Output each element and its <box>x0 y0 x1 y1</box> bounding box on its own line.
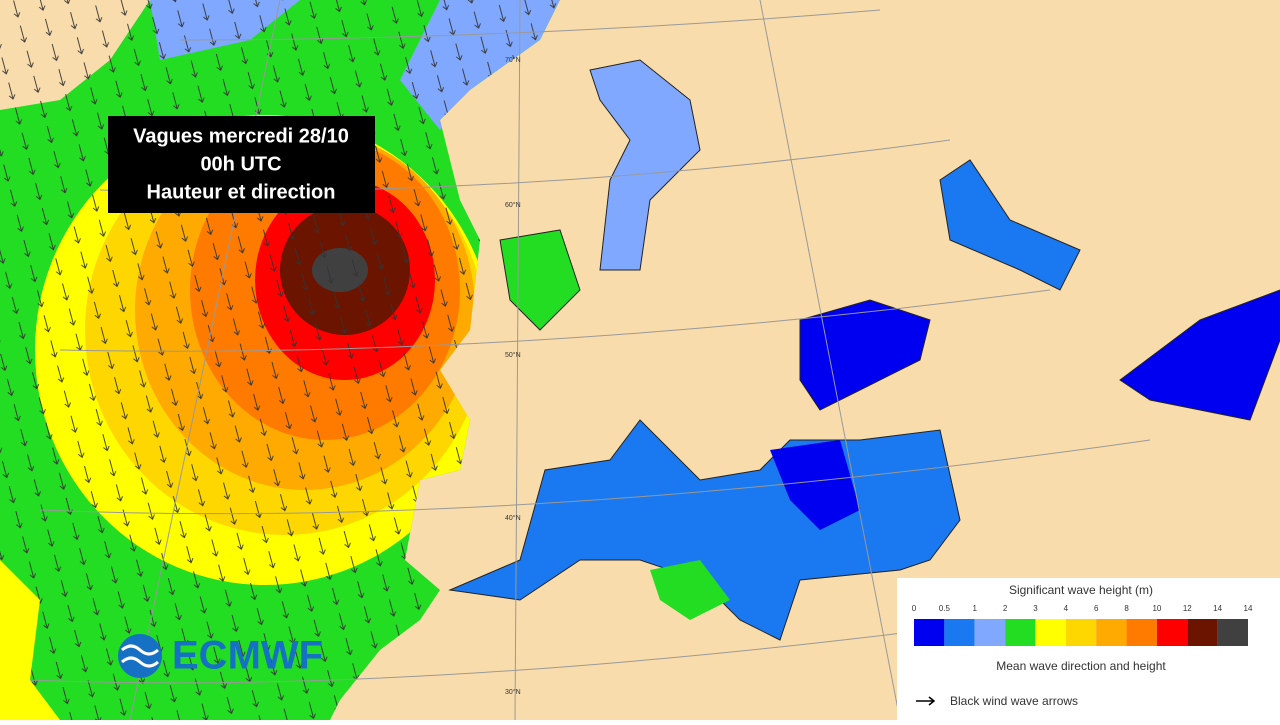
arrow-label: Black wind wave arrows <box>950 694 1078 708</box>
title-line: 00h UTC <box>200 153 281 175</box>
logo-text: ECMWF <box>172 634 323 678</box>
legend-title: Significant wave height (m) <box>1009 583 1153 597</box>
lat-label: 30°N <box>505 688 521 696</box>
logo: ECMWF <box>118 634 323 678</box>
title-box <box>108 116 375 213</box>
lat-label: 70°N <box>505 56 521 64</box>
legend-swatch <box>1217 619 1248 646</box>
legend-swatch <box>1035 619 1066 646</box>
legend-tick: 2 <box>1003 604 1008 613</box>
legend-swatch <box>1126 619 1157 646</box>
lat-label: 50°N <box>505 351 521 359</box>
baltic-sea <box>589 59 701 271</box>
title-line: Vagues mercredi 28/10 <box>133 125 349 147</box>
legend-tick: 1 <box>973 604 978 613</box>
lat-label: 60°N <box>505 201 521 209</box>
legend-tick: 12 <box>1183 604 1192 613</box>
north-sea <box>499 229 581 331</box>
caspian <box>939 159 1081 291</box>
legend-tick: 6 <box>1094 604 1099 613</box>
aral-region <box>1119 289 1280 421</box>
legend-tick: 8 <box>1124 604 1129 613</box>
legend-subtitle: Mean wave direction and height <box>996 659 1166 673</box>
legend-tick: 3 <box>1033 604 1038 613</box>
lat-labels: 70°N 60°N 50°N 40°N 30°N <box>505 56 521 696</box>
legend-swatch <box>1187 619 1218 646</box>
legend-tick: 14 <box>1244 604 1253 613</box>
lat-label: 40°N <box>505 514 521 522</box>
legend-swatch <box>944 619 975 646</box>
legend-tick: 0.5 <box>939 604 951 613</box>
legend-tick: 14 <box>1213 604 1222 613</box>
legend-swatch <box>1156 619 1188 646</box>
black-sea <box>799 299 931 411</box>
legend-swatch <box>1065 619 1097 646</box>
legend-bg <box>897 578 1280 720</box>
legend: Significant wave height (m) Mean wave di… <box>897 578 1280 720</box>
legend-swatch <box>914 619 945 646</box>
med-patch <box>650 560 730 620</box>
legend-swatch <box>1096 619 1127 646</box>
legend-tick: 10 <box>1152 604 1161 613</box>
legend-swatch <box>1005 619 1036 646</box>
title-line: Hauteur et direction <box>147 181 336 203</box>
legend-tick: 0 <box>912 604 917 613</box>
aegean <box>770 440 860 530</box>
legend-tick: 4 <box>1064 604 1069 613</box>
arrow-icon <box>916 696 936 706</box>
legend-swatch <box>974 619 1006 646</box>
